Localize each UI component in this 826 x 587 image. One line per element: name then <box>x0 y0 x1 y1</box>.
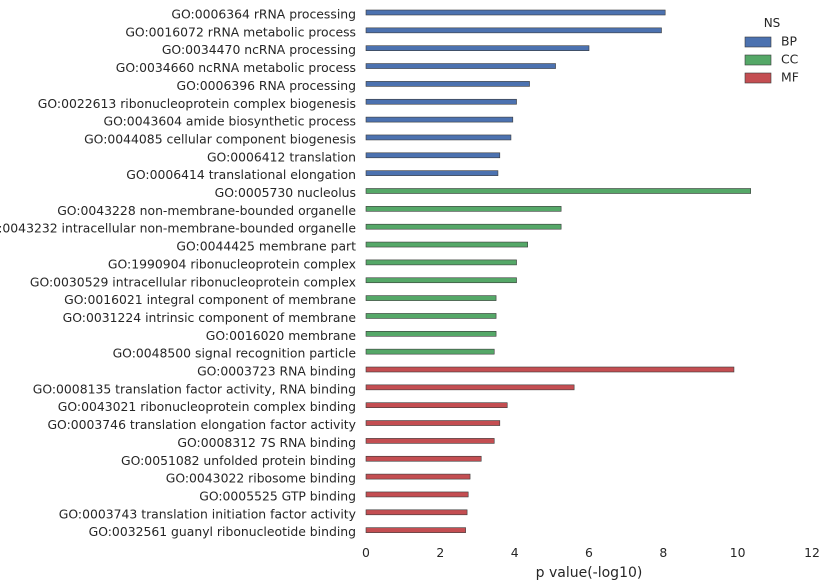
x-tick-label: 0 <box>362 545 370 560</box>
category-label: GO:0043022 ribosome binding <box>166 471 356 486</box>
x-tick-label: 6 <box>585 545 593 560</box>
category-label: GO:0005730 nucleolus <box>215 185 356 200</box>
category-label: GO:0006414 translational elongation <box>126 167 356 182</box>
legend-entries: BP CC MF <box>744 34 799 85</box>
bar-mf <box>365 491 469 498</box>
category-label: GO:0005525 GTP binding <box>199 488 356 503</box>
legend-swatch-cc <box>744 54 772 66</box>
category-label: GO:0006364 rRNA processing <box>171 7 356 22</box>
category-label: GO:0043232 intracellular non-membrane-bo… <box>0 221 356 236</box>
category-label: GO:0003746 translation elongation factor… <box>47 417 356 432</box>
category-label: GO:0048500 signal recognition particle <box>113 346 356 361</box>
bar-cc <box>365 348 495 355</box>
bar-mf <box>365 384 575 391</box>
bar-bp <box>365 27 662 34</box>
bar-bp <box>365 98 517 105</box>
category-label: GO:0032561 guanyl ribonucleotide binding <box>89 524 356 539</box>
category-label: GO:0044085 cellular component biogenesis <box>84 131 356 146</box>
bar-cc <box>365 188 751 194</box>
legend: NS BP CC MF <box>744 16 799 85</box>
legend-swatch-bp <box>744 36 772 48</box>
bar-bp <box>365 45 590 52</box>
bar-cc <box>365 295 497 301</box>
legend-label-cc: CC <box>781 52 798 67</box>
category-label: GO:0006396 RNA processing <box>176 78 356 93</box>
category-label: GO:0003743 translation initiation factor… <box>59 506 356 521</box>
x-tick-label: 12 <box>804 545 820 560</box>
category-label: GO:0016072 rRNA metabolic process <box>125 24 356 39</box>
category-labels: GO:0006364 rRNA processing GO:0016072 rRN… <box>0 7 356 540</box>
category-label: GO:0031224 intrinsic component of membra… <box>63 310 356 325</box>
bar-bp <box>365 63 556 69</box>
category-label: GO:0016020 membrane <box>206 328 356 343</box>
x-tick-label: 4 <box>511 545 519 560</box>
bar-mf <box>365 366 735 373</box>
legend-label-mf: MF <box>781 70 799 85</box>
bar-cc <box>365 206 562 212</box>
bar-bp <box>365 134 512 141</box>
bar-mf <box>365 438 495 444</box>
bar-mf <box>365 455 482 462</box>
x-axis-ticks: 0 2 4 6 8 10 12 <box>362 545 820 560</box>
bar-mf <box>365 509 468 516</box>
bar-mf <box>365 473 471 480</box>
bar-cc <box>365 259 517 266</box>
bars-layer <box>365 9 751 533</box>
category-label: GO:0008312 7S RNA binding <box>177 435 356 450</box>
bar-mf <box>365 420 501 426</box>
legend-title: NS <box>764 16 781 30</box>
category-label: GO:0044425 membrane part <box>176 239 356 254</box>
x-axis-title: p value(-log10) <box>536 565 643 581</box>
bar-cc <box>365 330 497 337</box>
bar-bp <box>365 170 499 176</box>
category-label: GO:0034660 ncRNA metabolic process <box>116 60 356 75</box>
bar-bp <box>365 9 666 16</box>
category-label: GO:0008135 translation factor activity, … <box>33 381 356 396</box>
bar-cc <box>365 277 517 284</box>
bar-bp <box>365 152 501 159</box>
category-label: GO:0051082 unfolded protein binding <box>121 453 356 468</box>
x-tick-label: 2 <box>436 545 444 560</box>
bar-cc <box>365 313 497 319</box>
category-label: GO:0006412 translation <box>207 149 356 164</box>
legend-label-bp: BP <box>781 34 798 49</box>
category-label: GO:0016021 integral component of membran… <box>64 292 356 307</box>
category-label: GO:0003723 RNA binding <box>197 364 356 379</box>
bar-cc <box>365 241 528 248</box>
category-label: GO:0043021 ribonucleoprotein complex bin… <box>58 399 356 414</box>
category-label: GO:0043604 amide biosynthetic process <box>104 114 357 129</box>
x-tick-label: 8 <box>659 545 667 560</box>
bar-cc <box>365 223 562 230</box>
category-label: GO:0022613 ribonucleoprotein complex bio… <box>38 96 356 111</box>
category-label: GO:1990904 ribonucleoprotein complex <box>108 256 356 271</box>
bar-bp <box>365 116 514 123</box>
x-tick-label: 10 <box>730 545 746 560</box>
category-label: GO:0030529 intracellular ribonucleoprote… <box>30 274 356 289</box>
bar-mf <box>365 527 466 533</box>
bar-mf <box>365 402 508 409</box>
category-label: GO:0043228 non-membrane-bounded organell… <box>57 203 356 218</box>
category-label: GO:0034470 ncRNA processing <box>162 42 356 57</box>
bar-bp <box>365 81 530 87</box>
legend-swatch-mf <box>744 72 772 84</box>
